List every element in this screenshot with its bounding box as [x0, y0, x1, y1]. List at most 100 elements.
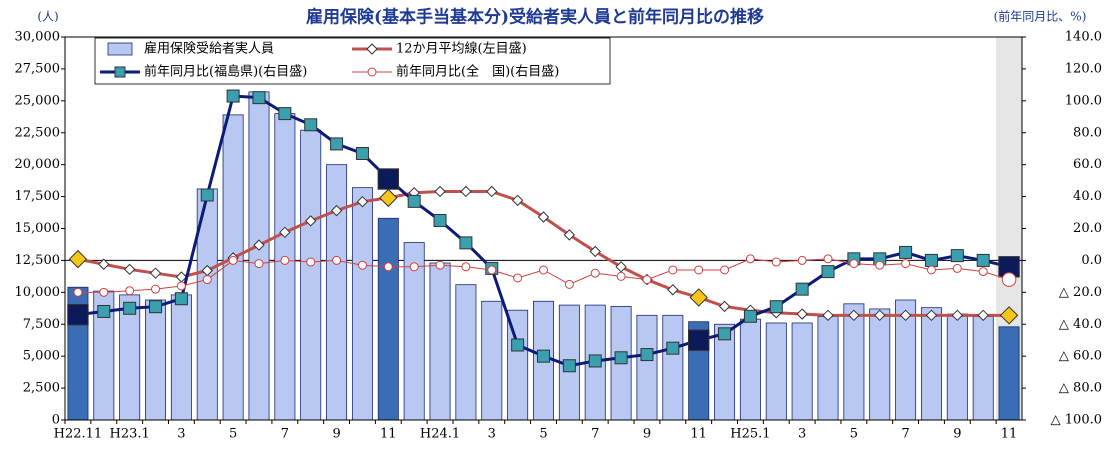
- marker: [562, 359, 576, 373]
- x-tick-label: 9: [643, 427, 651, 442]
- x-tick-label: 11: [690, 427, 707, 442]
- marker: [537, 349, 550, 363]
- y2-tick-label: △ 60.0: [1059, 349, 1102, 364]
- marker: [513, 273, 523, 283]
- marker: [73, 287, 83, 297]
- legend-label: 前年同月比(福島県)(右目盛): [144, 64, 307, 80]
- x-tick-label: 7: [281, 427, 289, 442]
- bar: [972, 316, 994, 421]
- marker: [718, 300, 731, 313]
- marker: [435, 260, 445, 270]
- marker: [459, 236, 473, 250]
- marker: [642, 275, 652, 285]
- legend-label: 前年同月比(全 国)(右目盛): [396, 64, 559, 80]
- marker: [823, 254, 833, 264]
- marker: [822, 309, 834, 322]
- bar: [791, 322, 813, 421]
- bar: [817, 316, 839, 421]
- chart-title: 雇用保険(基本手当基本分)受給者実人員と前年同月比の推移: [306, 7, 764, 28]
- x-tick-label: 5: [850, 427, 858, 442]
- x-tick-label: 3: [177, 427, 185, 442]
- marker: [123, 301, 137, 315]
- y2-tick-label: 60.0: [1073, 157, 1102, 172]
- y-tick-label: 25,000: [15, 93, 61, 108]
- bar: [145, 299, 167, 421]
- x-tick-label: 9: [953, 427, 961, 442]
- marker: [977, 309, 989, 322]
- y2-tick-label: △ 100.0: [1051, 413, 1102, 428]
- marker: [848, 309, 860, 322]
- legend-label: 雇用保険受給者実人員: [144, 41, 274, 57]
- bar: [869, 308, 891, 421]
- y-tick-label: 0: [52, 413, 60, 428]
- marker: [383, 262, 393, 272]
- bar: [455, 284, 477, 421]
- marker: [407, 194, 421, 208]
- x-tick-label: 11: [1001, 427, 1018, 442]
- marker: [899, 245, 913, 259]
- marker: [797, 255, 807, 265]
- bar: [429, 262, 451, 421]
- marker: [330, 137, 344, 151]
- x-tick-label: H23.1: [110, 427, 150, 442]
- x-tick-label: H25.1: [730, 427, 770, 442]
- marker: [279, 226, 291, 239]
- marker: [332, 255, 342, 265]
- bar: [351, 187, 373, 421]
- marker: [771, 257, 781, 267]
- marker: [978, 267, 988, 277]
- marker: [486, 185, 498, 198]
- marker: [924, 253, 938, 267]
- marker: [304, 118, 318, 132]
- bar: [636, 314, 658, 421]
- marker: [254, 259, 264, 269]
- bar: [248, 91, 270, 421]
- bar: [222, 114, 244, 421]
- x-tick-label: 7: [901, 427, 909, 442]
- y2-tick-label: △ 20.0: [1059, 285, 1102, 300]
- legend-marker: [366, 43, 378, 55]
- x-tick-label: 3: [488, 427, 496, 442]
- legend-swatch: [107, 42, 133, 56]
- y-tick-label: 15,000: [15, 221, 61, 236]
- marker: [511, 194, 524, 207]
- marker: [668, 265, 678, 275]
- plot-frame: [64, 36, 1023, 421]
- highlight-marker: [1001, 272, 1017, 287]
- bar: [843, 303, 865, 421]
- marker: [98, 258, 110, 270]
- y-tick-label: 12,500: [15, 253, 61, 268]
- marker: [875, 260, 885, 270]
- marker: [616, 271, 626, 281]
- marker: [356, 195, 369, 208]
- bar: [765, 322, 787, 421]
- y-tick-label: 30,000: [15, 30, 61, 45]
- marker: [694, 265, 704, 275]
- y2-tick-label: 20.0: [1073, 221, 1102, 236]
- y-tick-label: 7,500: [23, 317, 60, 332]
- marker: [176, 281, 186, 291]
- highlight-marker: [379, 188, 398, 208]
- marker: [874, 309, 886, 322]
- marker: [589, 245, 601, 258]
- marker: [355, 146, 369, 160]
- marker: [796, 308, 808, 320]
- bar: [326, 164, 348, 421]
- highlight-marker: [377, 168, 400, 190]
- highlight-marker: [68, 249, 88, 269]
- y2-axis-label: (前年同月比、%): [994, 9, 1087, 24]
- marker: [97, 304, 111, 318]
- marker: [976, 253, 990, 267]
- y-axis-label: (人): [37, 10, 58, 24]
- marker: [667, 284, 679, 296]
- y-tick-label: 2,500: [23, 381, 60, 396]
- marker: [564, 279, 574, 289]
- y2-tick-label: 120.0: [1065, 61, 1102, 76]
- marker: [950, 249, 964, 263]
- x-tick-label: H22.11: [54, 427, 103, 442]
- bar: [170, 294, 192, 421]
- legend-box: [94, 37, 611, 85]
- y-tick-label: 22,500: [15, 125, 61, 140]
- marker: [795, 282, 809, 296]
